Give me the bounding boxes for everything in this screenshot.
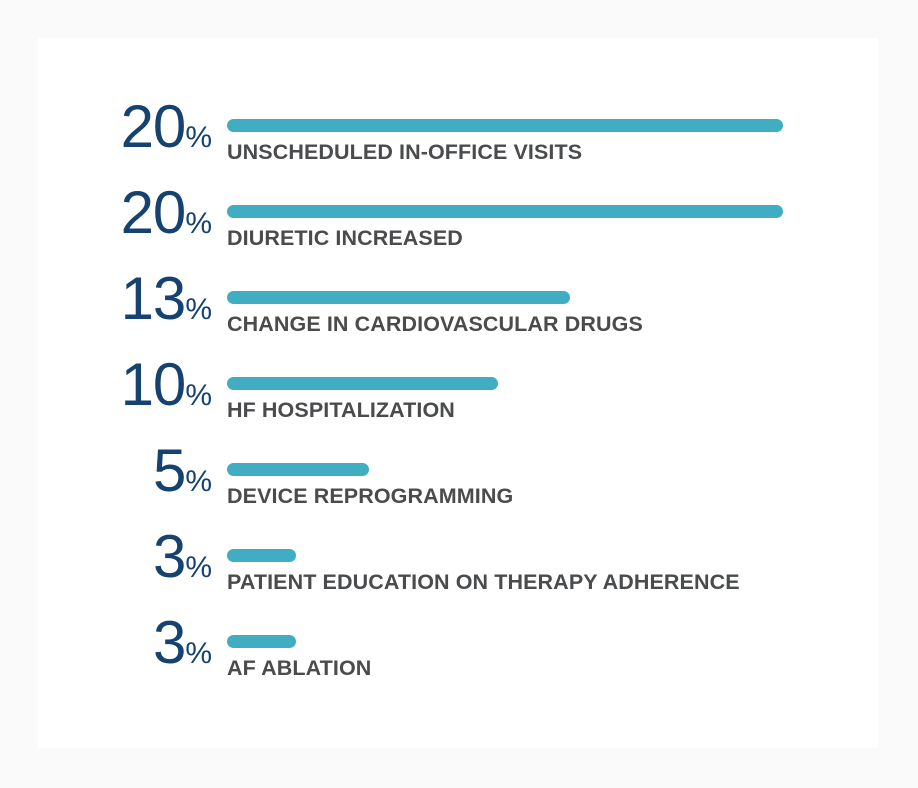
value-label: 10% — [108, 355, 212, 426]
value-number: 3 — [152, 609, 186, 676]
category-label: DIURETIC INCREASED — [227, 226, 463, 250]
bar-and-label: HF HOSPITALIZATION — [227, 355, 828, 422]
bar-chart: 20% UNSCHEDULED IN-OFFICE VISITS 20% DIU… — [108, 97, 828, 699]
value-number: 10 — [120, 351, 187, 418]
value-number: 3 — [152, 523, 186, 590]
bar — [227, 463, 369, 476]
bar-and-label: UNSCHEDULED IN-OFFICE VISITS — [227, 97, 828, 164]
value-number: 5 — [152, 437, 186, 504]
bar-row: 20% DIURETIC INCREASED — [108, 183, 828, 269]
bar — [227, 291, 570, 304]
category-label: CHANGE IN CARDIOVASCULAR DRUGS — [227, 312, 643, 336]
percent-sign: % — [185, 637, 212, 670]
value-label: 3% — [108, 613, 212, 684]
category-label: UNSCHEDULED IN-OFFICE VISITS — [227, 140, 583, 164]
category-label: DEVICE REPROGRAMMING — [227, 484, 514, 508]
value-number: 20 — [120, 179, 187, 246]
bar-row: 10% HF HOSPITALIZATION — [108, 355, 828, 441]
bar-row: 3% AF ABLATION — [108, 613, 828, 699]
bar-and-label: PATIENT EDUCATION ON THERAPY ADHERENCE — [227, 527, 828, 594]
percent-sign: % — [185, 293, 212, 326]
bar — [227, 377, 498, 390]
bar — [227, 635, 296, 648]
value-label: 3% — [108, 527, 212, 598]
percent-sign: % — [185, 551, 212, 584]
value-label: 13% — [108, 269, 212, 340]
value-label: 20% — [108, 183, 212, 254]
chart-card: 20% UNSCHEDULED IN-OFFICE VISITS 20% DIU… — [38, 38, 878, 748]
bar-row: 5% DEVICE REPROGRAMMING — [108, 441, 828, 527]
percent-sign: % — [185, 465, 212, 498]
bar-and-label: DEVICE REPROGRAMMING — [227, 441, 828, 508]
percent-sign: % — [185, 207, 212, 240]
bar-row: 3% PATIENT EDUCATION ON THERAPY ADHERENC… — [108, 527, 828, 613]
bar-and-label: CHANGE IN CARDIOVASCULAR DRUGS — [227, 269, 828, 336]
value-number: 13 — [120, 265, 187, 332]
bar-row: 13% CHANGE IN CARDIOVASCULAR DRUGS — [108, 269, 828, 355]
category-label: HF HOSPITALIZATION — [227, 398, 455, 422]
value-label: 5% — [108, 441, 212, 512]
bar-row: 20% UNSCHEDULED IN-OFFICE VISITS — [108, 97, 828, 183]
bar-and-label: AF ABLATION — [227, 613, 828, 680]
percent-sign: % — [185, 121, 212, 154]
value-label: 20% — [108, 97, 212, 168]
value-number: 20 — [120, 93, 187, 160]
bar-and-label: DIURETIC INCREASED — [227, 183, 828, 250]
bar — [227, 549, 296, 562]
bar — [227, 205, 783, 218]
category-label: PATIENT EDUCATION ON THERAPY ADHERENCE — [227, 570, 740, 594]
bar — [227, 119, 783, 132]
percent-sign: % — [185, 379, 212, 412]
category-label: AF ABLATION — [227, 656, 372, 680]
